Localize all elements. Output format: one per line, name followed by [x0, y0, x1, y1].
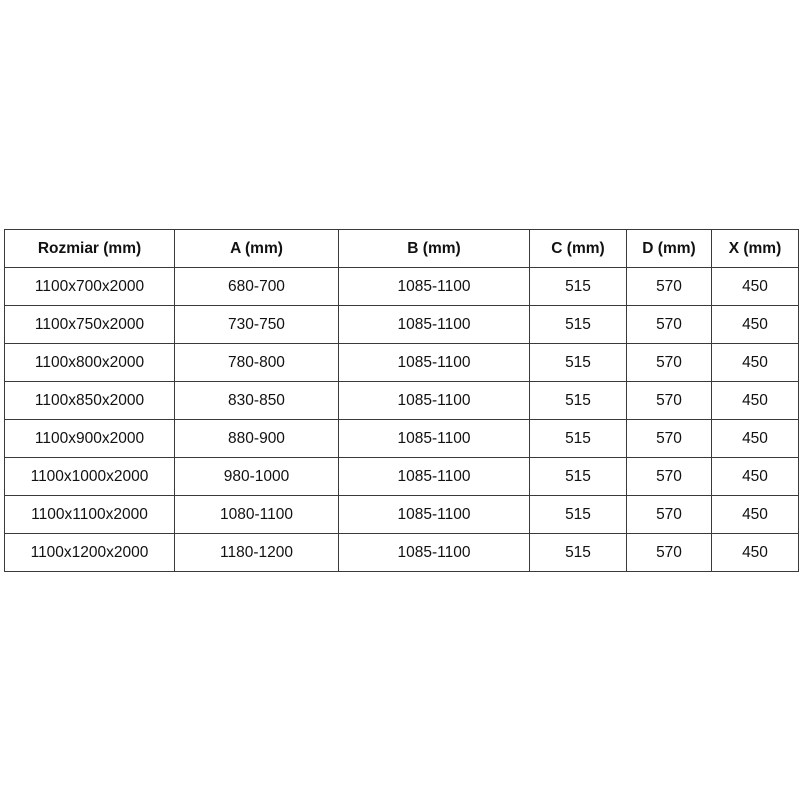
table-row: 1100x900x2000 880-900 1085-1100 515 570 450: [4, 419, 799, 458]
table-cell: 570: [626, 533, 712, 572]
table-cell: 570: [626, 419, 712, 458]
column-header: C (mm): [529, 229, 627, 268]
table-cell: 515: [529, 419, 627, 458]
table-cell: 1085-1100: [338, 419, 530, 458]
table-row: 1100x850x2000 830-850 1085-1100 515 570 450: [4, 381, 799, 420]
table-cell: 450: [711, 305, 799, 344]
table-cell: 730-750: [174, 305, 339, 344]
table-cell: 515: [529, 495, 627, 534]
table-cell: 980-1000: [174, 457, 339, 496]
table-cell: 450: [711, 419, 799, 458]
column-header: X (mm): [711, 229, 799, 268]
table-row: 1100x1200x2000 1180-1200 1085-1100 515 570 45…: [4, 533, 799, 572]
table-cell: 570: [626, 495, 712, 534]
table-cell: 515: [529, 381, 627, 420]
table-cell: 1100x1000x2000: [4, 457, 175, 496]
table-cell: 450: [711, 381, 799, 420]
table-cell: 450: [711, 533, 799, 572]
table-cell: 515: [529, 457, 627, 496]
table-cell: 880-900: [174, 419, 339, 458]
table-cell: 1100x1100x2000: [4, 495, 175, 534]
table-cell: 450: [711, 267, 799, 306]
table-row: 1100x1000x2000 980-1000 1085-1100 515 570 450: [4, 457, 799, 496]
table-cell: 450: [711, 457, 799, 496]
table-cell: 515: [529, 305, 627, 344]
table-cell: 1100x850x2000: [4, 381, 175, 420]
table-cell: 1085-1100: [338, 533, 530, 572]
table-cell: 570: [626, 457, 712, 496]
table-cell: 1085-1100: [338, 267, 530, 306]
header-row: Rozmiar (mm) A (mm) B (mm) C (mm) D (mm) X (m…: [4, 229, 799, 268]
table-cell: 515: [529, 267, 627, 306]
table-cell: 1085-1100: [338, 343, 530, 382]
table-cell: 1100x750x2000: [4, 305, 175, 344]
table-cell: 1085-1100: [338, 305, 530, 344]
table-row: 1100x800x2000 780-800 1085-1100 515 570 450: [4, 343, 799, 382]
table-cell: 830-850: [174, 381, 339, 420]
table-cell: 1085-1100: [338, 457, 530, 496]
table-cell: 570: [626, 267, 712, 306]
table-cell: 515: [529, 533, 627, 572]
table-cell: 680-700: [174, 267, 339, 306]
table-cell: 1100x800x2000: [4, 343, 175, 382]
table-cell: 570: [626, 343, 712, 382]
table-cell: 1100x1200x2000: [4, 533, 175, 572]
table-cell: 570: [626, 305, 712, 344]
column-header: Rozmiar (mm): [4, 229, 175, 268]
table-cell: 450: [711, 495, 799, 534]
table-cell: 450: [711, 343, 799, 382]
table-cell: 1085-1100: [338, 495, 530, 534]
table-cell: 1080-1100: [174, 495, 339, 534]
table-row: 1100x750x2000 730-750 1085-1100 515 570 450: [4, 305, 799, 344]
column-header: D (mm): [626, 229, 712, 268]
table-row: 1100x700x2000 680-700 1085-1100 515 570 450: [4, 267, 799, 306]
dimensions-table: Rozmiar (mm) A (mm) B (mm) C (mm) D (mm) X (m…: [4, 229, 799, 572]
table-cell: 780-800: [174, 343, 339, 382]
table-cell: 515: [529, 343, 627, 382]
table-cell: 1100x900x2000: [4, 419, 175, 458]
column-header: B (mm): [338, 229, 530, 268]
table-cell: 570: [626, 381, 712, 420]
table-cell: 1100x700x2000: [4, 267, 175, 306]
table-cell: 1180-1200: [174, 533, 339, 572]
column-header: A (mm): [174, 229, 339, 268]
table-row: 1100x1100x2000 1080-1100 1085-1100 515 570 45…: [4, 495, 799, 534]
table-cell: 1085-1100: [338, 381, 530, 420]
